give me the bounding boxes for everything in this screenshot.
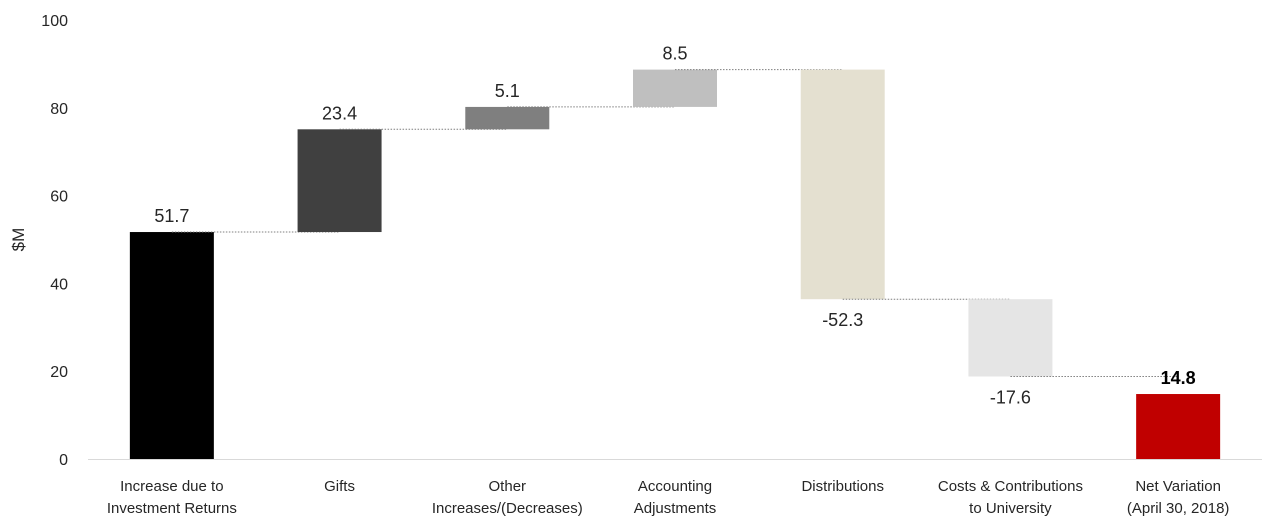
- y-tick-label: 100: [41, 13, 68, 30]
- bar: [968, 299, 1053, 377]
- y-tick-label: 60: [50, 189, 68, 206]
- category-label-line: Increases/(Decreases): [432, 500, 583, 517]
- category-label: Increase due to Investment Returns: [107, 478, 237, 517]
- category-label-line: (April 30, 2018): [1127, 500, 1230, 517]
- bar: [800, 69, 885, 300]
- y-tick-label: 40: [50, 276, 68, 293]
- data-label: 8.5: [662, 44, 687, 64]
- y-tick-label: 80: [50, 101, 68, 118]
- data-label: 51.7: [154, 206, 189, 226]
- data-label: 14.8: [1161, 368, 1196, 388]
- category-label: Other Increases/(Decreases): [432, 478, 583, 517]
- category-label: Net Variation (April 30, 2018): [1127, 478, 1230, 517]
- y-axis-title: $M: [9, 228, 28, 252]
- bar: [1136, 394, 1221, 459]
- data-label: -17.6: [990, 387, 1031, 407]
- category-label-line: Investment Returns: [107, 500, 237, 517]
- category-label-line: Accounting: [638, 478, 712, 495]
- category-label-line: Net Variation: [1135, 478, 1221, 495]
- category-label-line: Costs & Contributions: [938, 478, 1083, 495]
- bar: [129, 232, 214, 459]
- y-tick-label: 0: [59, 452, 68, 469]
- data-label: 5.1: [495, 81, 520, 101]
- data-label: 23.4: [322, 103, 357, 123]
- category-label-line: Distributions: [801, 478, 884, 495]
- data-label: -52.3: [822, 310, 863, 330]
- category-label-line: Increase due to: [120, 478, 223, 495]
- category-label-line: Adjustments: [634, 500, 717, 517]
- category-label: Gifts: [324, 478, 355, 495]
- category-label: Costs & Contributions to University: [938, 478, 1083, 517]
- bar: [465, 106, 550, 130]
- category-label: Distributions: [801, 478, 884, 495]
- bar: [297, 129, 382, 233]
- bar: [633, 69, 717, 107]
- category-label: Accounting Adjustments: [634, 478, 717, 517]
- category-label-line: to University: [969, 500, 1052, 517]
- y-tick-label: 20: [50, 364, 68, 381]
- category-label-line: Other: [489, 478, 527, 495]
- category-label-line: Gifts: [324, 478, 355, 495]
